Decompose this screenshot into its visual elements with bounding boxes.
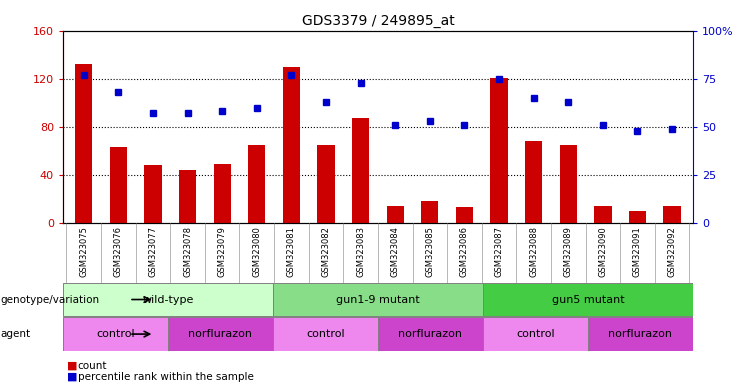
Text: norflurazon: norflurazon — [399, 329, 462, 339]
Title: GDS3379 / 249895_at: GDS3379 / 249895_at — [302, 14, 454, 28]
Text: GSM323084: GSM323084 — [391, 226, 399, 277]
Text: GSM323076: GSM323076 — [114, 226, 123, 277]
Text: GSM323089: GSM323089 — [564, 226, 573, 277]
Bar — [179, 170, 196, 223]
Text: control: control — [306, 329, 345, 339]
Bar — [273, 318, 378, 351]
Bar — [248, 145, 265, 223]
Text: genotype/variation: genotype/variation — [1, 295, 100, 305]
Bar — [387, 206, 404, 223]
Text: control: control — [516, 329, 555, 339]
Bar — [629, 211, 646, 223]
Text: GSM323079: GSM323079 — [218, 226, 227, 277]
Text: GSM323075: GSM323075 — [79, 226, 88, 277]
Text: count: count — [78, 361, 107, 371]
Bar — [483, 283, 693, 316]
Bar — [378, 318, 483, 351]
Bar — [283, 67, 300, 223]
Bar — [456, 207, 473, 223]
Bar — [63, 318, 168, 351]
Text: GSM323091: GSM323091 — [633, 226, 642, 277]
Text: wild-type: wild-type — [142, 295, 193, 305]
Bar — [144, 165, 162, 223]
Text: norflurazon: norflurazon — [608, 329, 672, 339]
Bar — [588, 318, 693, 351]
Text: gun1-9 mutant: gun1-9 mutant — [336, 295, 420, 305]
Text: GSM323078: GSM323078 — [183, 226, 192, 277]
Text: GSM323090: GSM323090 — [598, 226, 608, 277]
Text: GSM323085: GSM323085 — [425, 226, 434, 277]
Bar — [213, 164, 231, 223]
Bar — [110, 147, 127, 223]
Bar — [483, 318, 588, 351]
Text: GSM323087: GSM323087 — [494, 226, 504, 277]
Bar — [421, 201, 439, 223]
Text: ■: ■ — [67, 372, 77, 382]
Bar — [559, 145, 577, 223]
Text: GSM323088: GSM323088 — [529, 226, 538, 277]
Text: GSM323080: GSM323080 — [252, 226, 262, 277]
Text: agent: agent — [1, 329, 31, 339]
Text: gun5 mutant: gun5 mutant — [551, 295, 624, 305]
Bar — [663, 206, 681, 223]
Bar — [168, 318, 273, 351]
Bar — [273, 283, 483, 316]
Bar — [491, 78, 508, 223]
Bar — [317, 145, 335, 223]
Text: GSM323092: GSM323092 — [668, 226, 677, 277]
Bar — [63, 283, 273, 316]
Text: GSM323083: GSM323083 — [356, 226, 365, 277]
Text: ■: ■ — [67, 361, 77, 371]
Bar — [75, 64, 93, 223]
Text: GSM323077: GSM323077 — [148, 226, 158, 277]
Text: norflurazon: norflurazon — [188, 329, 253, 339]
Text: GSM323086: GSM323086 — [460, 226, 469, 277]
Text: GSM323082: GSM323082 — [322, 226, 330, 277]
Bar — [594, 206, 611, 223]
Text: GSM323081: GSM323081 — [287, 226, 296, 277]
Bar — [352, 118, 369, 223]
Text: control: control — [96, 329, 135, 339]
Text: percentile rank within the sample: percentile rank within the sample — [78, 372, 253, 382]
Bar — [525, 141, 542, 223]
